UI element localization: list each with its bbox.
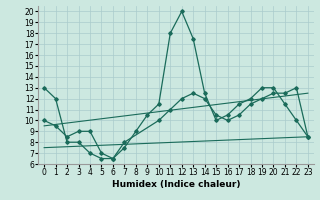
X-axis label: Humidex (Indice chaleur): Humidex (Indice chaleur) — [112, 180, 240, 189]
